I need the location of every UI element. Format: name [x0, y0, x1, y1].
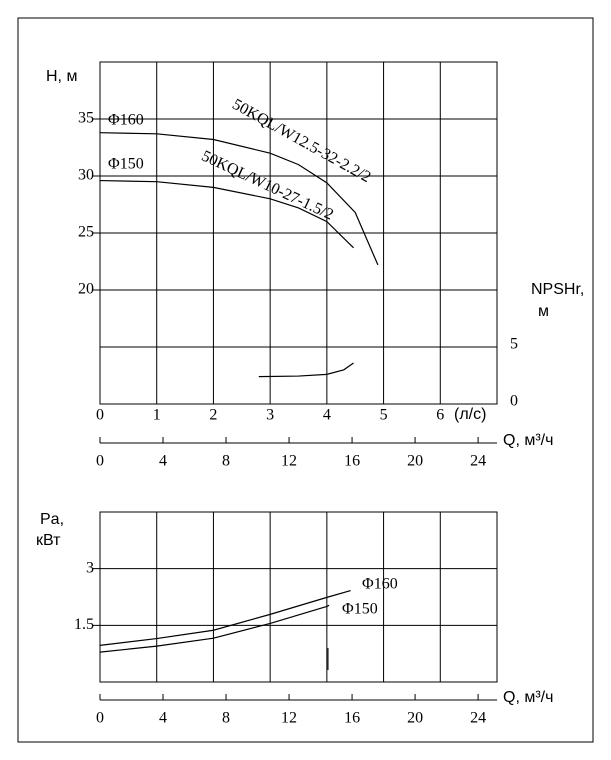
x2-tick-label: 0 — [96, 710, 104, 727]
series-label: Φ160 — [108, 112, 144, 129]
curve — [258, 362, 354, 378]
x2-tick-label: 12 — [281, 453, 297, 470]
series-label: Φ150 — [342, 601, 378, 618]
x-tick-label: 0 — [96, 407, 104, 424]
x-tick-label: 3 — [266, 407, 274, 424]
x-tick-label: 2 — [209, 407, 217, 424]
x2-tick-label: 24 — [470, 453, 486, 470]
x2-label: Q, м³/ч — [503, 689, 553, 706]
x2-label: Q, м³/ч — [503, 432, 553, 449]
x-unit: (л/с) — [454, 406, 486, 423]
x2-tick-label: 12 — [281, 710, 297, 727]
x2-tick-label: 0 — [96, 453, 104, 470]
y2-unit: м — [538, 303, 549, 320]
frame — [17, 17, 594, 743]
y-label: H, м — [46, 68, 77, 85]
x2-tick-label: 16 — [344, 453, 360, 470]
x2-tick-label: 20 — [407, 453, 423, 470]
y-tick-label: 1.5 — [74, 616, 94, 633]
model-label: 50KQL/W10-27-1.5/2 — [199, 148, 336, 224]
y-label: Pa, — [40, 511, 64, 528]
x2-tick-label: 4 — [159, 710, 167, 727]
x-tick-label: 1 — [153, 407, 161, 424]
x-tick-label: 5 — [380, 407, 388, 424]
x-tick-label: 6 — [436, 407, 444, 424]
y2-tick-label: 0 — [510, 393, 518, 410]
x2-tick-label: 8 — [222, 453, 230, 470]
x-tick-label: 4 — [323, 407, 331, 424]
x2-tick-label: 8 — [222, 710, 230, 727]
series-label: Φ160 — [362, 576, 398, 593]
plot-frame — [99, 511, 498, 683]
curve — [99, 179, 354, 249]
x2-tick-label: 24 — [470, 710, 486, 727]
y-tick-label: 3 — [86, 559, 94, 576]
y-tick-label: 30 — [78, 167, 94, 184]
series-label: Φ150 — [108, 156, 144, 173]
curve — [99, 132, 379, 266]
x2-tick-label: 4 — [159, 453, 167, 470]
curve — [99, 590, 351, 646]
y-tick-label: 35 — [78, 110, 94, 127]
y2-tick-label: 5 — [510, 336, 518, 353]
y-tick-label: 20 — [78, 281, 94, 298]
x2-tick-label: 20 — [407, 710, 423, 727]
x2-tick-label: 16 — [344, 710, 360, 727]
y2-label: NPSHr, — [531, 281, 584, 298]
y-unit: кВт — [36, 532, 61, 549]
y-tick-label: 25 — [78, 224, 94, 241]
curve — [99, 604, 330, 653]
